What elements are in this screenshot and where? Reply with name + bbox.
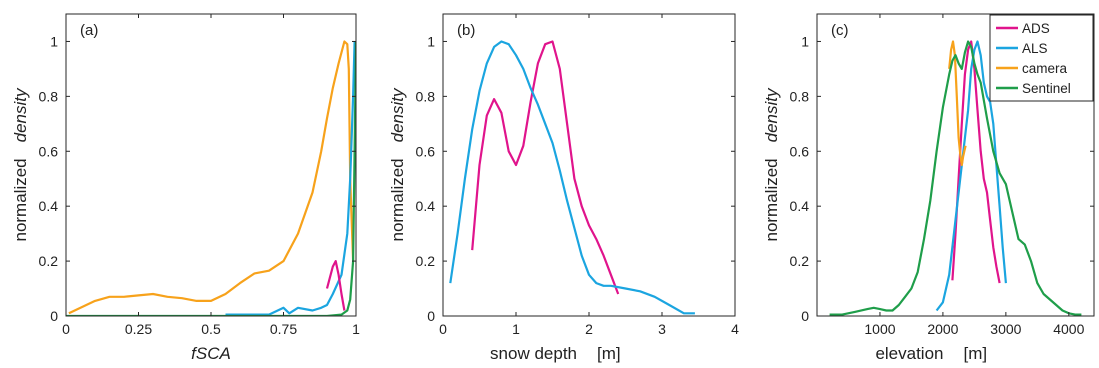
y-axis-label: normalized density — [762, 87, 781, 242]
x-tick-label: 4 — [731, 321, 739, 337]
legend-label: ADS — [1022, 21, 1050, 36]
y-tick-label: 0.8 — [416, 88, 436, 104]
y-axis-label: normalized density — [388, 87, 407, 242]
series-line-series-1 — [449, 40, 695, 315]
axes-box — [442, 13, 736, 317]
y-tick-label: 0.6 — [39, 143, 59, 159]
x-tick-label: 3 — [658, 321, 666, 337]
x-tick-label: 2000 — [927, 321, 958, 337]
x-tick-label: 2 — [585, 321, 593, 337]
panel-c: 1000 2000 3000 4000 0 0.2 0.4 0.6 0.8 1 (c) elevati… — [762, 13, 1095, 363]
x-tick-label: 0 — [62, 321, 70, 337]
y-tick-label: 0 — [801, 308, 809, 324]
series-line-als — [935, 40, 1007, 312]
series-line-series-1 — [225, 41, 356, 316]
x-tick-label: 1 — [352, 321, 360, 337]
panel-b: 0 1 2 3 4 0 0.2 0.4 0.6 0.8 1 (b) snow depth [m] norma… — [388, 13, 739, 363]
panel-label: (b) — [457, 22, 475, 39]
y-tick-label: 1 — [801, 33, 809, 49]
x-axis-unit: [m] — [597, 344, 621, 363]
legend-label: ALS — [1022, 41, 1048, 56]
y-axis-label-part: normalized — [11, 158, 30, 241]
series-line-series-3 — [66, 41, 356, 316]
series-line-series-0 — [68, 40, 355, 315]
y-tick-label: 0.2 — [39, 253, 59, 269]
legend: ADS ALS camera Sentinel — [989, 14, 1094, 102]
x-axis-label: snow depth — [490, 344, 577, 363]
axes-box — [65, 13, 357, 317]
y-tick-label: 0.2 — [790, 253, 810, 269]
y-tick-label: 0.4 — [790, 198, 810, 214]
panel-label: (c) — [831, 22, 849, 39]
y-axis-label-part: density — [388, 87, 407, 142]
y-axis-label-part: density — [11, 87, 30, 142]
x-tick-label: 0.75 — [270, 321, 297, 337]
x-tick-label: 3000 — [990, 321, 1021, 337]
y-axis-label-part: density — [762, 87, 781, 142]
x-tick-label: 1 — [512, 321, 520, 337]
y-tick-label: 1 — [427, 33, 435, 49]
x-axis-label: fSCA — [191, 344, 231, 363]
y-tick-label: 0.6 — [416, 143, 436, 159]
x-axis-label: elevation — [875, 344, 943, 363]
series-line-series-2 — [325, 260, 346, 311]
x-axis-unit: [m] — [964, 344, 988, 363]
legend-box — [989, 14, 1094, 102]
panel-a: 0 0.25 0.5 0.75 1 0 0.2 0.4 0.6 0.8 1 (a) fSCA normal… — [11, 13, 360, 363]
y-axis-label-part: normalized — [388, 158, 407, 241]
y-tick-label: 0.8 — [39, 88, 59, 104]
axes-box — [816, 13, 1095, 317]
series-line-camera — [948, 40, 967, 167]
y-tick-label: 0.4 — [416, 198, 436, 214]
legend-label: camera — [1022, 61, 1068, 76]
x-tick-label: 0.25 — [125, 321, 152, 337]
y-axis-label: normalized density — [11, 87, 30, 242]
y-tick-label: 0 — [50, 308, 58, 324]
y-tick-label: 0.2 — [416, 253, 436, 269]
y-tick-label: 0 — [427, 308, 435, 324]
x-tick-label: 4000 — [1053, 321, 1084, 337]
series-line-series-0 — [471, 40, 620, 295]
x-tick-label: 1000 — [864, 321, 895, 337]
y-tick-label: 0.4 — [39, 198, 59, 214]
x-tick-label: 0 — [439, 321, 447, 337]
x-tick-label: 0.5 — [201, 321, 221, 337]
y-axis-label-part: normalized — [762, 158, 781, 241]
series-line-sentinel — [829, 40, 1082, 316]
y-tick-label: 0.8 — [790, 88, 810, 104]
y-tick-label: 1 — [50, 33, 58, 49]
y-tick-label: 0.6 — [790, 143, 810, 159]
panel-label: (a) — [80, 22, 98, 39]
legend-label: Sentinel — [1022, 81, 1071, 96]
